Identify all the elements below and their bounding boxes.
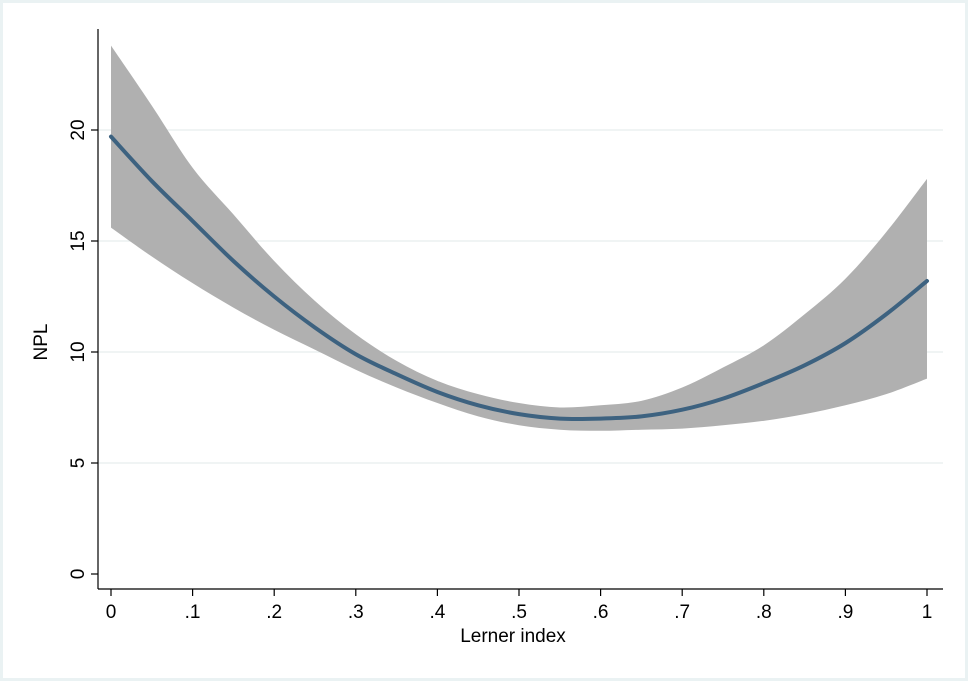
y-tick-label: 20 bbox=[68, 119, 89, 140]
x-tick-label: .4 bbox=[429, 602, 445, 623]
y-axis-title: NPL bbox=[31, 324, 52, 361]
x-tick-label: 1 bbox=[922, 602, 933, 623]
x-tick-label: .5 bbox=[511, 602, 527, 623]
x-tick-label: .9 bbox=[837, 602, 853, 623]
y-tick-label: 15 bbox=[68, 230, 89, 251]
tick-layer: 0 5 10 15 20 0 .1 .2 .3 .4 .5 .6 .7 .8 .9 1 bbox=[68, 119, 932, 623]
ci-band-layer bbox=[111, 45, 927, 431]
x-tick-label: .3 bbox=[348, 602, 364, 623]
y-tick-label: 5 bbox=[68, 458, 89, 469]
x-tick-label: 0 bbox=[106, 602, 117, 623]
x-tick-label: .1 bbox=[185, 602, 201, 623]
x-tick-label: .7 bbox=[674, 602, 690, 623]
x-axis-title: Lerner index bbox=[460, 626, 566, 647]
fitted-line-layer bbox=[109, 134, 929, 422]
y-tick-label: 0 bbox=[68, 569, 89, 580]
figure-panel: 0 5 10 15 20 0 .1 .2 .3 .4 .5 .6 .7 .8 .9 1 Lerner inde… bbox=[3, 3, 965, 678]
confidence-band bbox=[111, 45, 927, 431]
x-tick-label: .6 bbox=[593, 602, 609, 623]
x-tick-label: .8 bbox=[756, 602, 772, 623]
fitted-line bbox=[109, 134, 929, 422]
chart-svg: 0 5 10 15 20 0 .1 .2 .3 .4 .5 .6 .7 .8 .9 1 Lerner inde… bbox=[31, 29, 943, 647]
y-tick-label: 10 bbox=[68, 341, 89, 362]
x-tick-label: .2 bbox=[266, 602, 282, 623]
axis-layer bbox=[97, 29, 943, 590]
